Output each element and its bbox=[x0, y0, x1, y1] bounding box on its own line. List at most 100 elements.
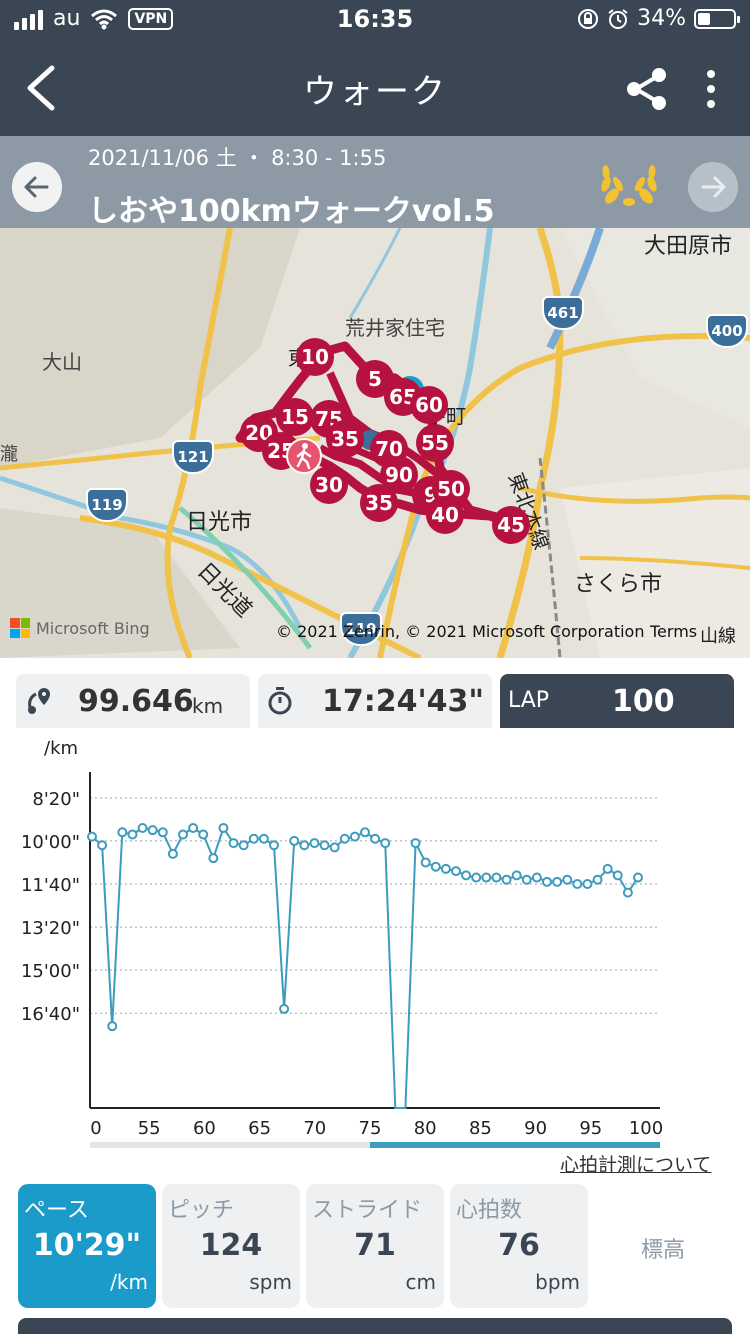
route-shield: 461 bbox=[542, 296, 584, 330]
microsoft-logo-icon bbox=[10, 618, 30, 638]
signal-icon bbox=[14, 8, 43, 30]
map-copyright: © 2021 Zenrin, © 2021 Microsoft Corporat… bbox=[276, 622, 645, 641]
pace-data-point bbox=[552, 876, 563, 887]
pace-data-point bbox=[269, 840, 279, 851]
page-title: ウォーク bbox=[303, 72, 447, 112]
chart-y-tick-label: 11'40" bbox=[21, 875, 80, 896]
pace-data-point bbox=[178, 829, 188, 840]
tab-pace[interactable]: ペース 10'29" /km bbox=[18, 1184, 156, 1308]
pace-data-point bbox=[501, 874, 512, 885]
pace-data-point bbox=[279, 1003, 290, 1014]
lap-stat[interactable]: LAP 100 bbox=[500, 674, 734, 728]
next-activity-button[interactable] bbox=[688, 162, 738, 212]
chart-scroll-thumb[interactable] bbox=[370, 1142, 660, 1148]
tab-pitch-unit: spm bbox=[249, 1270, 292, 1294]
chart-y-tick-label: 13'20" bbox=[21, 918, 80, 939]
pace-data-point bbox=[289, 835, 300, 846]
tab-stride-value: 71 bbox=[354, 1228, 396, 1263]
more-options-icon[interactable] bbox=[694, 66, 728, 112]
km-marker: 60 bbox=[410, 386, 448, 424]
map-label: 山線 bbox=[700, 626, 736, 647]
nav-bar: ウォーク bbox=[0, 42, 750, 136]
lap-label: LAP bbox=[508, 688, 550, 713]
pace-data-point bbox=[127, 829, 138, 840]
km-marker: 35 bbox=[360, 484, 398, 522]
rotation-lock-icon bbox=[578, 8, 599, 29]
route-distance-icon bbox=[28, 688, 50, 714]
map-provider: Microsoft Bing bbox=[10, 618, 150, 638]
pace-data-point bbox=[491, 872, 502, 883]
route-shield: 119 bbox=[340, 612, 382, 646]
pace-data-point bbox=[198, 829, 209, 840]
wifi-icon bbox=[91, 9, 118, 29]
map-provider-label: Microsoft Bing bbox=[36, 618, 150, 638]
tab-stride[interactable]: ストライド 71 cm bbox=[306, 1184, 444, 1308]
tab-pitch-value: 124 bbox=[199, 1228, 263, 1263]
chart-y-tick-label: 10'00" bbox=[21, 832, 80, 853]
distance-value: 99.646 bbox=[78, 684, 194, 719]
battery-percent: 34% bbox=[637, 6, 686, 31]
carrier-label: au bbox=[53, 6, 81, 31]
route-shield: 400 bbox=[706, 314, 748, 348]
pace-data-point bbox=[309, 838, 320, 849]
map-label: さくら市 bbox=[574, 572, 663, 597]
pace-data-point bbox=[622, 887, 633, 898]
pace-data-point bbox=[380, 838, 391, 849]
km-marker: 10 bbox=[296, 338, 334, 376]
pace-series-line bbox=[91, 825, 639, 1109]
chart-x-tick-label: 65 bbox=[248, 1118, 271, 1139]
tab-pace-value: 10'29" bbox=[32, 1228, 142, 1263]
pace-data-point bbox=[542, 876, 552, 887]
tab-heart-rate[interactable]: 心拍数 76 bpm bbox=[450, 1184, 588, 1308]
map-terms-link[interactable]: Terms bbox=[650, 622, 698, 641]
chart-x-tick-label: 70 bbox=[303, 1118, 326, 1139]
chart-y-tick-label: 8'20" bbox=[32, 789, 80, 810]
tab-stride-unit: cm bbox=[405, 1270, 436, 1294]
chart-y-tick-label: 15'00" bbox=[21, 961, 80, 982]
pace-data-point bbox=[97, 840, 108, 851]
activity-date: 2021/11/06 土 ・ 8:30 - 1:55 bbox=[88, 146, 387, 170]
pace-chart[interactable]: /km 8'20"10'00"11'40"13'20"15'00"16'40" … bbox=[0, 728, 750, 1148]
tab-pitch[interactable]: ピッチ 124 spm bbox=[162, 1184, 300, 1308]
pace-data-point bbox=[117, 827, 128, 838]
pace-data-point bbox=[299, 840, 310, 851]
pace-data-point bbox=[430, 861, 441, 872]
pace-data-point bbox=[349, 831, 360, 842]
map-label: 瀧 bbox=[0, 444, 18, 465]
pace-data-point bbox=[562, 874, 573, 885]
chart-x-tick-label: 60 bbox=[193, 1118, 216, 1139]
chart-x-tick-label: 85 bbox=[469, 1118, 492, 1139]
pace-data-point bbox=[471, 872, 482, 883]
pace-data-point bbox=[511, 870, 522, 881]
heart-rate-info-link[interactable]: 心拍計測について bbox=[560, 1154, 712, 1176]
km-marker: 70 bbox=[370, 430, 408, 468]
tab-elevation[interactable]: 標高 bbox=[594, 1184, 732, 1308]
pace-data-point bbox=[572, 879, 583, 889]
km-marker: 35 bbox=[326, 420, 364, 458]
route-map[interactable]: 大田原市 荒井家住宅 大山 日光市 日光道 さくら市 東北本線 宇町 山線 東 … bbox=[0, 228, 750, 658]
back-icon[interactable] bbox=[18, 60, 68, 116]
km-marker: 90 bbox=[380, 456, 418, 494]
pace-data-point bbox=[228, 838, 239, 849]
pace-data-point bbox=[157, 827, 168, 838]
battery-icon bbox=[694, 8, 740, 29]
previous-activity-button[interactable] bbox=[12, 162, 62, 212]
alarm-icon bbox=[608, 8, 628, 29]
km-marker: 55 bbox=[416, 424, 454, 462]
chart-x-tick-label: 100 bbox=[629, 1118, 663, 1139]
pace-data-point bbox=[188, 823, 199, 833]
pace-data-point bbox=[329, 842, 340, 853]
pace-data-point bbox=[248, 833, 259, 844]
duration-value: 17:24'43" bbox=[322, 684, 485, 719]
activity-header: 2021/11/06 土 ・ 8:30 - 1:55 しおや100kmウォークv… bbox=[0, 136, 750, 229]
lap-value: 100 bbox=[612, 684, 675, 719]
pace-data-point bbox=[339, 833, 350, 844]
pace-data-point bbox=[633, 872, 643, 883]
pace-data-point bbox=[451, 866, 461, 877]
route-shield: 121 bbox=[172, 440, 214, 474]
pace-data-point bbox=[87, 831, 97, 842]
share-icon[interactable] bbox=[624, 66, 670, 112]
chart-y-tick-label: 16'40" bbox=[21, 1004, 80, 1025]
route-shield: 119 bbox=[86, 488, 128, 522]
pace-data-point bbox=[420, 857, 431, 868]
